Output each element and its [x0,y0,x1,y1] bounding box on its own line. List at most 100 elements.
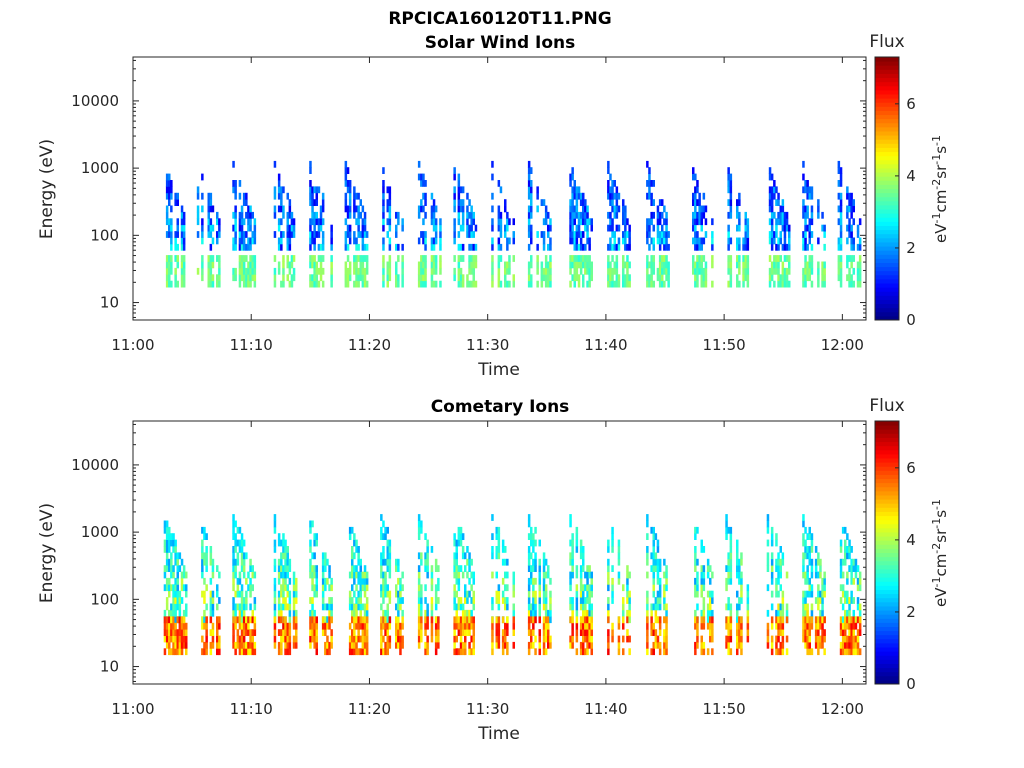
spectrogram-cell [178,609,182,617]
spectrogram-cell [353,622,356,630]
spectrogram-cell [534,609,537,617]
spectrogram-cell [324,558,327,566]
spectrogram-cell [170,255,173,262]
spectrogram-cell [468,565,471,572]
spectrogram-cell [205,622,208,630]
spectrogram-cell [238,243,242,251]
spectrogram-cell [530,211,533,219]
spectrogram-cell [245,192,248,200]
spectrogram-cell [176,218,179,226]
spectrogram-cell [282,274,285,282]
spectrogram-cell [397,635,400,643]
spectrogram-cell [727,237,730,245]
spectrogram-cell [802,267,805,275]
spectrogram-cell [702,255,706,262]
spectrogram-cell [788,237,791,245]
spectrogram-cell [692,173,695,181]
spectrogram-cell [706,558,710,566]
spectrogram-cell [455,552,458,560]
spectrogram-cell [351,603,354,611]
spectrogram-cell [174,597,177,604]
spectrogram-cell [837,274,841,282]
spectrogram-cell [817,199,820,206]
spectrogram-cell [176,565,179,572]
spectrogram-cell [727,616,730,624]
spectrogram-cell [288,609,292,617]
x-tick-label: 11:50 [703,336,746,354]
spectrogram-cell [382,199,385,206]
spectrogram-cell [571,211,574,219]
spectrogram-cell [785,616,789,624]
spectrogram-cell [646,590,649,598]
spectrogram-cell [399,577,402,585]
figure-filename: RPCICA160120T11.PNG [388,9,611,29]
spectrogram-cell [770,243,774,251]
spectrogram-cell [607,577,610,585]
spectrogram-cell [497,205,501,213]
spectrogram-cell [363,584,367,592]
spectrogram-cell [353,565,356,572]
spectrogram-cell [422,280,425,288]
spectrogram-cell [295,629,298,636]
spectrogram-cell [185,609,188,617]
spectrogram-cell [742,243,745,251]
spectrogram-cell [439,243,442,251]
spectrogram-cell [168,629,171,636]
spectrogram-cell [626,635,629,643]
spectrogram-cell [806,243,809,251]
spectrogram-cell [700,218,703,226]
spectrogram-cell [611,539,614,547]
spectrogram-cell [661,261,664,269]
spectrogram-cell [808,218,811,226]
spectrogram-cell [711,622,714,630]
spectrogram-cell [344,237,348,245]
spectrogram-cell [808,533,811,540]
spectrogram-cell [346,167,350,174]
spectrogram-cell [839,237,843,245]
spectrogram-cell [330,237,333,245]
spectrogram-cell [321,577,325,585]
spectrogram-cell [694,211,697,219]
spectrogram-cell [424,180,427,187]
spectrogram-cell [549,237,552,245]
spectrogram-cell [397,255,400,262]
spectrogram-cell [457,255,461,262]
spectrogram-cell [240,539,244,547]
spectrogram-cell [736,648,739,656]
spectrogram-cell [775,616,778,624]
spectrogram-cell [355,274,358,282]
spectrogram-cell [810,539,814,547]
spectrogram-cell [457,243,461,251]
spectrogram-cell [661,280,664,288]
spectrogram-cell [344,160,348,168]
spectrogram-cell [806,590,809,598]
spectrogram-cell [694,609,697,617]
spectrogram-cell [420,526,423,534]
spectrogram-cell [579,218,583,226]
spectrogram-cell [839,167,843,174]
spectrogram-cell [850,571,853,579]
spectrogram-cell [740,635,743,643]
spectrogram-cell [209,218,213,226]
spectrogram-cell [163,520,167,528]
spectrogram-cell [806,648,809,656]
spectrogram-cell [401,274,404,282]
spectrogram-cell [656,616,660,624]
spectrogram-cell [512,603,515,611]
spectrogram-cell [284,552,287,560]
spectrogram-cell [497,280,501,288]
spectrogram-cell [176,603,179,611]
spectrogram-cell [727,622,730,630]
spectrogram-cell [700,261,703,269]
spectrogram-cell [424,609,427,617]
spectrogram-cell [232,565,235,572]
spectrogram-cell [698,192,701,200]
spectrogram-cell [284,565,287,572]
x-tick-label: 12:00 [821,336,864,354]
spectrogram-cell [538,616,541,624]
spectrogram-cell [622,635,625,643]
spectrogram-cell [453,533,456,540]
spectrogram-cell [766,552,770,560]
spectrogram-cell [247,243,250,251]
spectrogram-cell [725,514,728,521]
